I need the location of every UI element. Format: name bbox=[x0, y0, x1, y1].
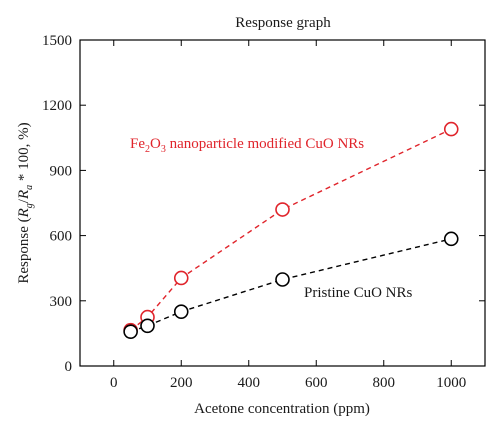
y-tick-label: 900 bbox=[50, 163, 73, 179]
x-tick-label: 400 bbox=[238, 375, 261, 391]
series-label-pristine: Pristine CuO NRs bbox=[304, 285, 413, 301]
series-1-point bbox=[173, 304, 189, 319]
series-label-fe2o3-mid: O bbox=[150, 136, 161, 152]
y-label-slash: / bbox=[16, 198, 32, 203]
y-axis-ticks: 0 300 600 900 1200 1500 bbox=[42, 33, 485, 375]
series-layer bbox=[123, 121, 459, 339]
series-0-point bbox=[275, 202, 290, 217]
series-1-point bbox=[140, 318, 155, 334]
y-label-r2: R bbox=[16, 190, 32, 200]
series-1-point bbox=[123, 324, 138, 339]
y-label-lead: Response ( bbox=[16, 217, 32, 283]
y-label-r1: R bbox=[16, 208, 32, 218]
x-axis-ticks: 0 200 400 600 800 1000 bbox=[110, 40, 466, 391]
y-axis-label: Response (Rg/Ra * 100, %) bbox=[16, 122, 35, 283]
y-tick-label: 600 bbox=[50, 229, 73, 245]
series-label-fe2o3: Fe2O3 nanoparticle modified CuO NRs bbox=[130, 136, 364, 155]
series-1-point bbox=[275, 272, 290, 287]
x-tick-label: 600 bbox=[305, 375, 328, 391]
y-label-tail: * 100, %) bbox=[16, 122, 32, 185]
series-label-fe2o3-post: nanoparticle modified CuO NRs bbox=[166, 136, 364, 152]
x-tick-label: 1000 bbox=[436, 375, 466, 391]
series-label-fe2o3-sub2: 3 bbox=[161, 144, 166, 155]
x-tick-label: 800 bbox=[373, 375, 396, 391]
series-1-point bbox=[443, 231, 459, 247]
series-0-point bbox=[173, 270, 189, 286]
y-tick-label: 0 bbox=[65, 359, 73, 375]
x-tick-label: 200 bbox=[170, 375, 193, 391]
series-0-point bbox=[443, 121, 459, 137]
y-tick-label: 1200 bbox=[42, 98, 72, 114]
series-label-fe2o3-sub1: 2 bbox=[145, 144, 150, 155]
y-tick-label: 300 bbox=[50, 294, 73, 310]
plot-frame bbox=[79, 39, 486, 367]
x-tick-label: 0 bbox=[110, 375, 118, 391]
series-label-fe2o3-pre: Fe bbox=[130, 136, 145, 152]
x-axis-label: Acetone concentration (ppm) bbox=[194, 401, 370, 417]
chart-title: Response graph bbox=[235, 15, 331, 31]
y-label-sub-g: g bbox=[24, 203, 35, 208]
y-label-sub-a: a bbox=[24, 185, 35, 190]
y-tick-label: 1500 bbox=[42, 33, 72, 49]
